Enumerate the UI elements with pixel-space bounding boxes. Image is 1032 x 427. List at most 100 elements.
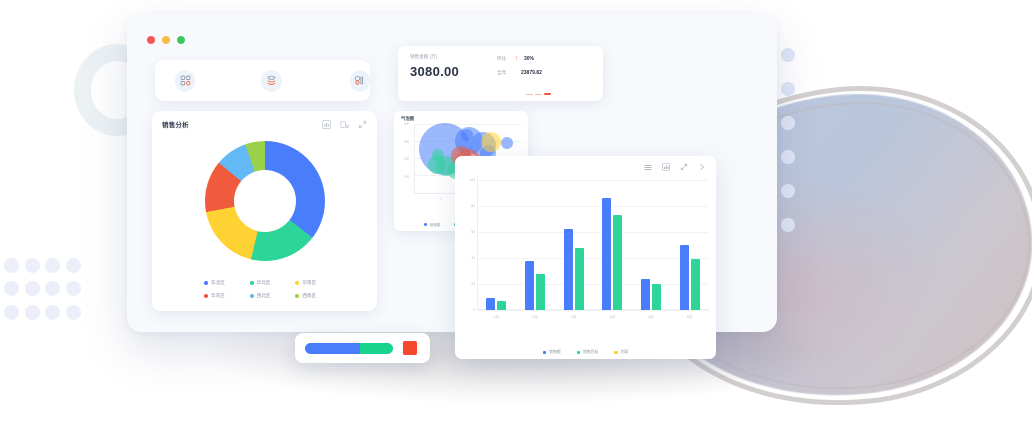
bar-x-tick-label: 5月 <box>648 315 654 319</box>
legend-label: 销售额 <box>549 350 561 354</box>
bubble-y-axis <box>414 124 415 194</box>
kpi-row-value: 23879.82 <box>521 70 542 76</box>
donut-legend-item[interactable]: 西北区 <box>249 293 294 299</box>
donut-legend-item[interactable]: 西南区 <box>295 293 339 299</box>
toolbar-button-datasets[interactable] <box>261 69 282 92</box>
bubble-y-tick-label: 100 <box>404 174 410 179</box>
bar-x-tick-label: 6月 <box>686 315 693 319</box>
bar-x-tick-label: 3月 <box>570 315 577 319</box>
legend-swatch <box>542 350 547 355</box>
window-controls <box>147 36 185 44</box>
bar-chart-header-icons <box>644 163 706 171</box>
close-icon[interactable] <box>147 36 155 44</box>
legend-label: 西南区 <box>302 293 317 298</box>
donut-legend-item[interactable]: 华北区 <box>249 280 294 286</box>
page-title: 销售分析 <box>162 122 189 129</box>
bar-segment <box>641 278 650 310</box>
legend-label: 华北区 <box>256 280 271 285</box>
bar-y-tick-label: 20 <box>471 282 475 286</box>
bar-group[interactable] <box>679 245 700 310</box>
bar-y-tick-label: 80 <box>471 204 475 208</box>
bar-segment <box>679 245 689 310</box>
legend-swatch <box>424 223 427 226</box>
legend-swatch <box>295 281 300 285</box>
bubble-point[interactable] <box>501 137 514 150</box>
bar-x-tick-label: 2月 <box>532 315 538 319</box>
bar-legend-item[interactable]: 销售额 <box>542 350 561 355</box>
kpi-stat-card: 销售金额 (万) 3080.00 环比 ↑ 30% 全年 23879.82 <box>398 46 603 101</box>
bar-segment <box>652 284 661 310</box>
bar-legend-item[interactable]: 销售目标 <box>576 350 599 355</box>
bar-chart-icon[interactable] <box>322 119 331 129</box>
legend-swatch <box>576 350 581 355</box>
chart-pin-icon <box>355 75 364 85</box>
kpi-row: 环比 ↑ 30% <box>497 56 589 62</box>
legend-swatch <box>249 294 254 298</box>
bar-group[interactable] <box>641 278 661 310</box>
bar-legend-item[interactable]: 利润 <box>614 350 628 355</box>
progress-bar[interactable] <box>305 342 393 354</box>
donut-ring <box>204 141 325 261</box>
chevron-right-icon[interactable] <box>698 163 706 171</box>
layers-stack-icon <box>267 75 276 85</box>
dot-grid-decoration <box>4 258 82 324</box>
bubble-legend-item[interactable]: 销售额 <box>424 222 440 227</box>
bubble-chart-title: 气泡图 <box>401 116 415 121</box>
bar-segment <box>574 247 584 310</box>
progress-blue <box>305 342 360 354</box>
legend-label: 华东区 <box>211 293 225 298</box>
legend-swatch <box>614 350 618 355</box>
bubble-y-tick-label: 300 <box>404 139 410 144</box>
bar-segment <box>613 215 623 310</box>
stop-button[interactable] <box>403 341 417 355</box>
donut-legend-item[interactable]: 华南区 <box>295 280 339 286</box>
bar-y-tick-label: 0 <box>473 308 475 312</box>
donut-legend-item[interactable]: 东北区 <box>204 280 248 286</box>
kpi-row-key: 全年 <box>497 70 507 75</box>
bar-segment <box>690 259 700 310</box>
bubble-point[interactable] <box>480 131 501 152</box>
bar-segment <box>486 298 496 310</box>
donut-legend-item[interactable]: 华东区 <box>204 293 248 299</box>
kpi-row: 全年 23879.82 <box>497 70 589 76</box>
expand-icon[interactable] <box>358 120 367 129</box>
bar-y-tick-label: 100 <box>469 178 475 182</box>
bar-group[interactable] <box>563 229 584 310</box>
minimize-icon[interactable] <box>162 36 170 44</box>
bar-chart-plot: 0 20 40 60 80 100 1月 2月 3月 4月 5月 6月 <box>469 176 709 324</box>
right-dots-decoration <box>781 48 799 280</box>
toolbar-button-dashboard[interactable] <box>175 69 196 92</box>
menu-grid-icon[interactable] <box>644 163 652 171</box>
legend-label: 华南区 <box>302 280 317 285</box>
bar-segment <box>525 260 534 310</box>
progress-green <box>359 342 393 354</box>
bar-segment <box>536 273 545 310</box>
legend-label: 西北区 <box>256 293 271 298</box>
toolbar-button-analysis[interactable] <box>349 69 370 92</box>
trend-up-icon: ↑ <box>515 56 518 62</box>
bar-segment <box>563 229 573 310</box>
sales-analysis-header: 销售分析 <box>152 111 377 129</box>
sparkline <box>526 92 551 95</box>
bar-chart-header <box>455 156 716 172</box>
bubble-point[interactable] <box>460 128 473 141</box>
device-preview-icon[interactable] <box>340 120 349 129</box>
bar-segment <box>497 300 507 310</box>
sales-analysis-header-icons <box>322 119 367 129</box>
legend-label: 销售目标 <box>583 350 599 354</box>
kpi-label: 销售金额 (万) <box>410 54 438 59</box>
bar-y-axis <box>477 176 478 310</box>
expand-icon[interactable] <box>680 163 688 171</box>
toolbar-card <box>155 60 370 101</box>
bar-group[interactable] <box>602 198 623 310</box>
bubble-y-tick-label: 200 <box>404 157 410 161</box>
bar-group[interactable] <box>486 298 507 310</box>
legend-swatch <box>249 281 254 285</box>
kpi-row-value: 30% <box>524 56 535 62</box>
bar-y-tick-label: 40 <box>471 256 475 260</box>
legend-label: 东北区 <box>211 280 225 285</box>
bar-group[interactable] <box>525 260 545 310</box>
bar-chart-icon[interactable] <box>662 163 670 171</box>
maximize-icon[interactable] <box>177 36 185 44</box>
